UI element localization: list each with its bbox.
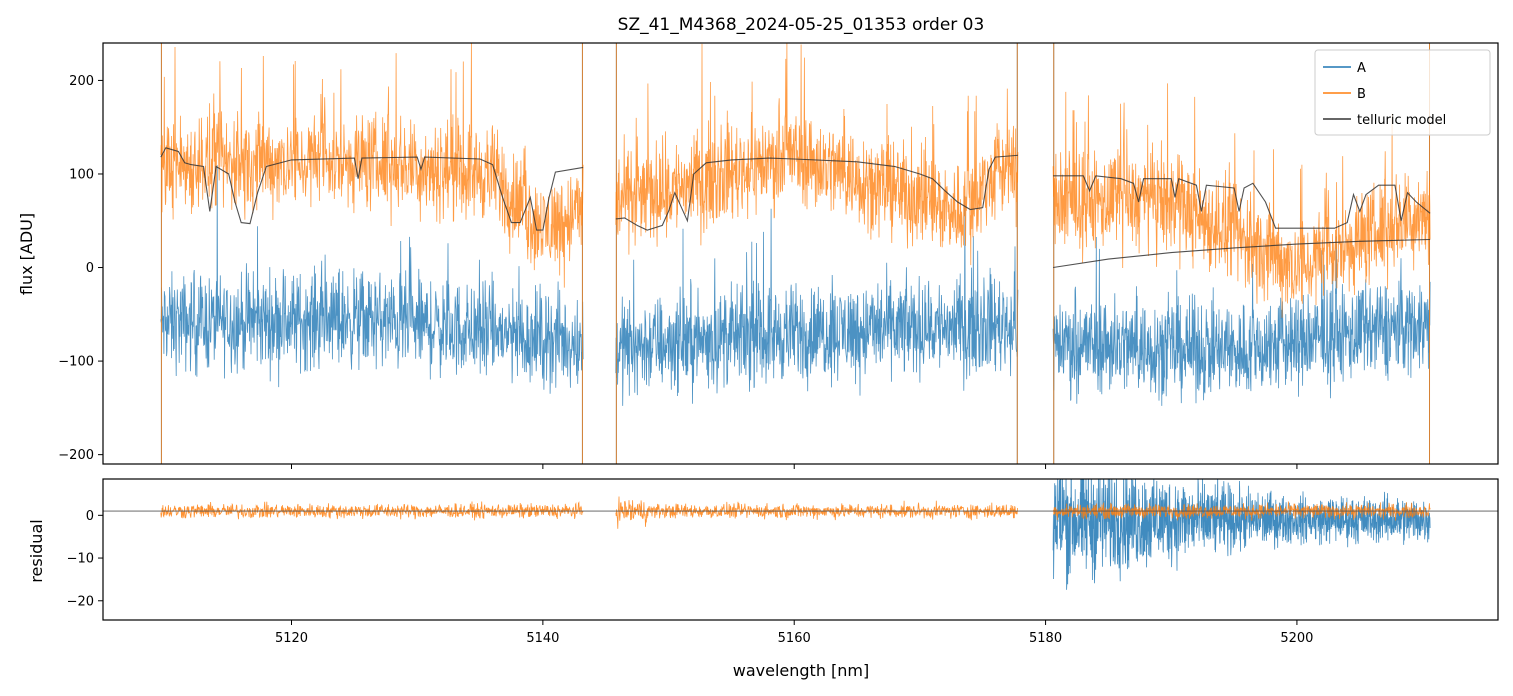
series-a-segment-3 bbox=[1052, 236, 1431, 406]
flux-ytick-label: 200 bbox=[69, 74, 94, 89]
telluric-model-line-1 bbox=[160, 147, 584, 231]
series-a-segment-2 bbox=[615, 195, 1019, 406]
telluric-model-line-2 bbox=[615, 154, 1018, 231]
wavelength-xtick-label: 5160 bbox=[778, 631, 811, 646]
residual-ytick-label: −20 bbox=[67, 594, 94, 609]
flux-panel-frame bbox=[102, 42, 1499, 465]
series-b-segment-2 bbox=[615, 43, 1019, 266]
residual-panel: −20 −10 0 5120 5140 5160 5180 5200 residual wa… bbox=[27, 478, 1499, 680]
telluric-model-line-3 bbox=[1053, 175, 1431, 229]
telluric-model-line-4 bbox=[1053, 238, 1431, 269]
residual-ytick-label: 0 bbox=[86, 509, 94, 524]
residual-panel-frame bbox=[102, 478, 1499, 621]
series-a-segment-1 bbox=[160, 165, 584, 394]
legend-entry-label: A bbox=[1357, 61, 1366, 76]
series-b-segment-1 bbox=[160, 43, 584, 288]
flux-ylabel: flux [ADU] bbox=[17, 213, 36, 295]
chart-title: SZ_41_M4368_2024-05-25_01353 order 03 bbox=[618, 15, 985, 35]
wavelength-xtick-label: 5140 bbox=[526, 631, 559, 646]
legend-box bbox=[1314, 49, 1491, 136]
wavelength-xlabel: wavelength [nm] bbox=[733, 661, 870, 680]
residual-ytick-label: −10 bbox=[67, 552, 94, 567]
flux-ytick-label: −100 bbox=[58, 355, 94, 370]
series-b-segment-3 bbox=[1052, 83, 1431, 318]
residual-series-b-segment-2 bbox=[615, 496, 1019, 529]
residual-ylabel: residual bbox=[27, 519, 46, 582]
legend-entry-label: B bbox=[1357, 87, 1366, 102]
wavelength-xtick-label: 5200 bbox=[1280, 631, 1313, 646]
flux-ytick-label: 0 bbox=[86, 261, 94, 276]
flux-ytick-label: −200 bbox=[58, 448, 94, 463]
flux-ytick-label: 100 bbox=[69, 167, 94, 182]
residual-series-b-segment-1 bbox=[160, 501, 584, 521]
wavelength-xtick-label: 5180 bbox=[1029, 631, 1062, 646]
legend-entry-label: telluric model bbox=[1357, 113, 1446, 128]
wavelength-xtick-label: 5120 bbox=[275, 631, 308, 646]
